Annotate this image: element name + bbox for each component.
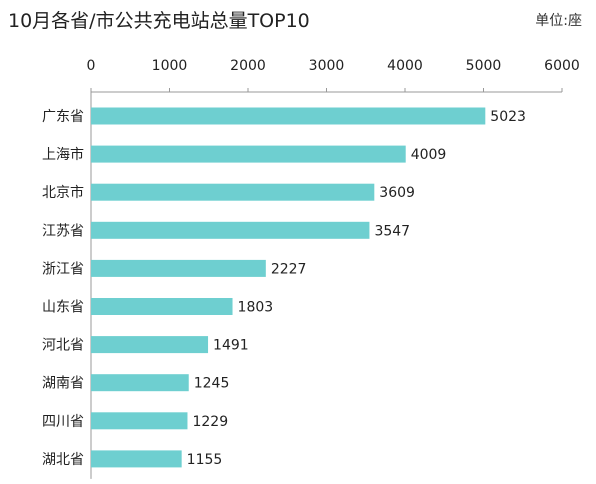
x-tick-label: 6000	[544, 58, 580, 74]
value-label: 1491	[213, 338, 249, 354]
category-label: 广东省	[42, 109, 84, 125]
unit-label: 单位:座	[535, 13, 582, 29]
value-label: 1229	[192, 414, 228, 430]
bar	[91, 145, 406, 163]
category-label: 湖北省	[42, 452, 84, 468]
value-label: 4009	[411, 147, 447, 163]
category-label: 浙江省	[42, 261, 84, 277]
bar	[91, 412, 188, 430]
bar	[91, 183, 375, 201]
value-label: 3609	[379, 185, 415, 201]
value-label: 2227	[271, 261, 307, 277]
x-tick-label: 1000	[152, 58, 188, 74]
bar	[91, 450, 182, 468]
value-label: 3547	[374, 223, 410, 239]
x-tick-label: 4000	[387, 58, 423, 74]
value-label: 1803	[238, 300, 274, 316]
chart-title: 10月各省/市公共充电站总量TOP10	[8, 10, 310, 32]
x-tick-label: 5000	[466, 58, 502, 74]
x-tick-label: 3000	[309, 58, 345, 74]
category-label: 河北省	[42, 338, 84, 354]
value-label: 5023	[490, 109, 526, 125]
bar	[91, 107, 486, 125]
bar	[91, 298, 233, 315]
value-label: 1245	[194, 376, 230, 392]
category-label: 四川省	[42, 414, 84, 430]
value-label: 1155	[187, 452, 223, 468]
category-label: 江苏省	[42, 223, 84, 239]
x-tick-label: 0	[87, 58, 96, 74]
bar	[91, 374, 189, 392]
bar	[91, 259, 266, 277]
bar	[91, 221, 370, 239]
bar	[91, 336, 209, 354]
category-label: 山东省	[42, 300, 84, 316]
x-tick-label: 2000	[230, 58, 266, 74]
category-label: 北京市	[42, 184, 84, 201]
category-label: 上海市	[42, 146, 84, 163]
category-label: 湖南省	[42, 376, 84, 392]
